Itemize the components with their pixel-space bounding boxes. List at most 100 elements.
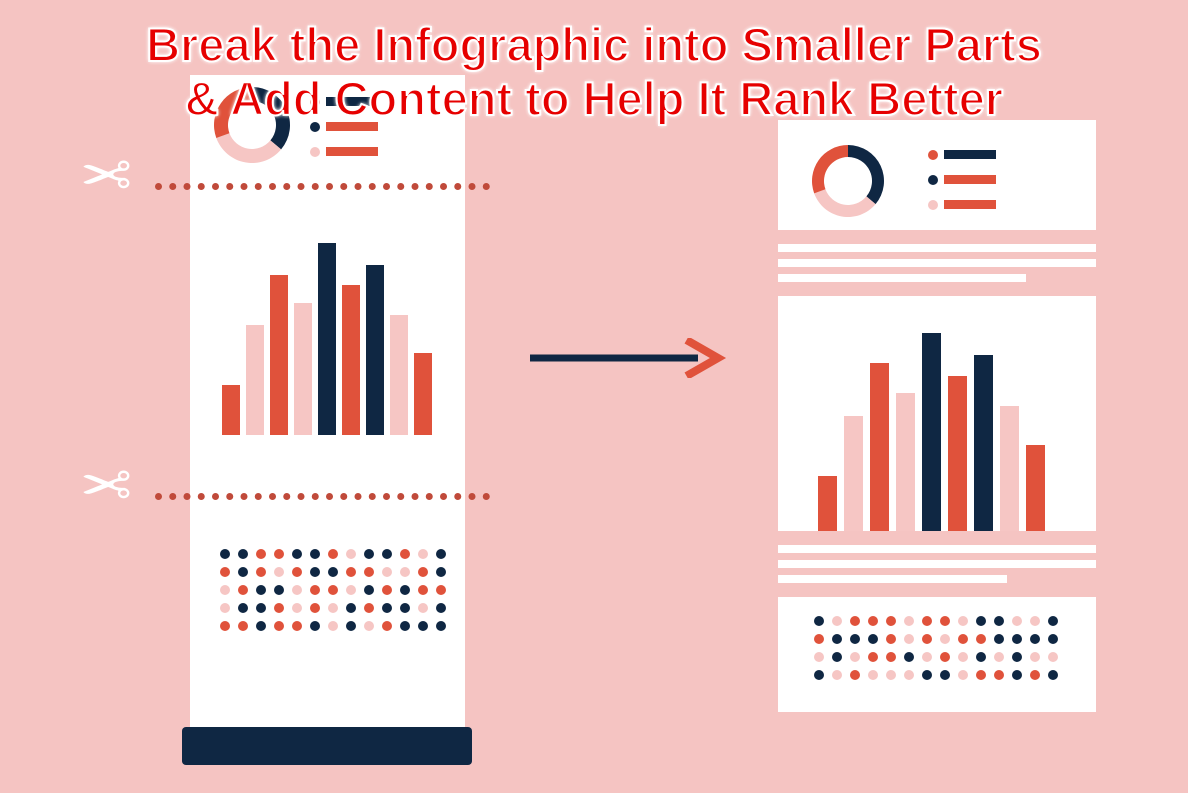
dot	[922, 670, 932, 680]
dot	[364, 585, 374, 595]
left-panel	[190, 75, 465, 755]
dot	[922, 652, 932, 662]
dot	[994, 652, 1004, 662]
dot	[220, 567, 230, 577]
bar	[948, 376, 967, 531]
bar	[870, 363, 889, 531]
dot	[238, 603, 248, 613]
dot	[976, 616, 986, 626]
dot	[382, 549, 392, 559]
scissors-icon: ✂	[80, 139, 132, 212]
text-lines	[778, 545, 1096, 583]
bar-chart	[818, 316, 1052, 531]
dot-matrix	[216, 545, 450, 635]
dot	[814, 670, 824, 680]
dot	[292, 567, 302, 577]
dot	[994, 670, 1004, 680]
right-panel-dot_matrix	[778, 597, 1096, 712]
dot	[976, 634, 986, 644]
dot	[220, 585, 230, 595]
dot	[256, 603, 266, 613]
dot	[1030, 652, 1040, 662]
dot	[868, 670, 878, 680]
dot	[904, 670, 914, 680]
text-line	[778, 575, 1007, 583]
scissors-icon: ✂	[80, 449, 132, 522]
right-panel-pie_legend	[778, 120, 1096, 230]
dot	[310, 549, 320, 559]
legend-row	[928, 196, 996, 214]
dot	[958, 634, 968, 644]
bar	[318, 243, 336, 435]
dot	[328, 603, 338, 613]
dot	[436, 621, 446, 631]
text-line	[778, 545, 1096, 553]
legend-row	[310, 93, 378, 111]
dot	[364, 567, 374, 577]
dot	[1048, 616, 1058, 626]
dot	[814, 634, 824, 644]
dot	[1048, 634, 1058, 644]
dot	[274, 549, 284, 559]
dot	[274, 621, 284, 631]
bar	[390, 315, 408, 435]
dot	[958, 652, 968, 662]
dot	[382, 567, 392, 577]
dot	[238, 585, 248, 595]
legend-bar	[326, 147, 378, 156]
bar	[844, 416, 863, 531]
dot	[832, 670, 842, 680]
dot	[904, 616, 914, 626]
dot	[328, 567, 338, 577]
pie-chart	[800, 126, 900, 226]
right-panel-bar_chart	[778, 296, 1096, 531]
dot	[1048, 652, 1058, 662]
dot	[436, 603, 446, 613]
bar	[246, 325, 264, 435]
dot	[1012, 652, 1022, 662]
dot	[310, 603, 320, 613]
dot	[220, 603, 230, 613]
dot	[382, 621, 392, 631]
right-column	[778, 120, 1096, 726]
pie-chart	[212, 85, 292, 170]
legend-dot	[928, 175, 938, 185]
bar	[974, 355, 993, 531]
dot	[976, 652, 986, 662]
cut-line	[155, 183, 490, 190]
dot	[1012, 616, 1022, 626]
dot	[364, 549, 374, 559]
dot	[418, 549, 428, 559]
legend-dot	[928, 150, 938, 160]
dot	[256, 621, 266, 631]
text-lines	[778, 244, 1096, 282]
dot	[832, 652, 842, 662]
text-line	[778, 259, 1096, 267]
dot	[1030, 634, 1040, 644]
dot	[220, 549, 230, 559]
pie-legend	[928, 146, 996, 221]
dot	[922, 616, 932, 626]
dot	[1012, 670, 1022, 680]
dot	[400, 567, 410, 577]
dot	[310, 567, 320, 577]
dot	[310, 621, 320, 631]
dot	[292, 585, 302, 595]
legend-bar	[326, 122, 378, 131]
legend-dot	[310, 97, 320, 107]
dot	[1030, 670, 1040, 680]
dot	[940, 634, 950, 644]
dot	[310, 585, 320, 595]
dot	[238, 549, 248, 559]
dot	[292, 603, 302, 613]
title-line-1: Break the Infographic into Smaller Parts	[146, 18, 1042, 71]
legend-row	[310, 118, 378, 136]
dot-matrix	[810, 612, 1062, 684]
left-infographic	[190, 75, 502, 755]
dot	[328, 549, 338, 559]
dot	[418, 603, 428, 613]
dot	[940, 670, 950, 680]
legend-row	[928, 146, 996, 164]
dot	[886, 616, 896, 626]
dot	[292, 621, 302, 631]
